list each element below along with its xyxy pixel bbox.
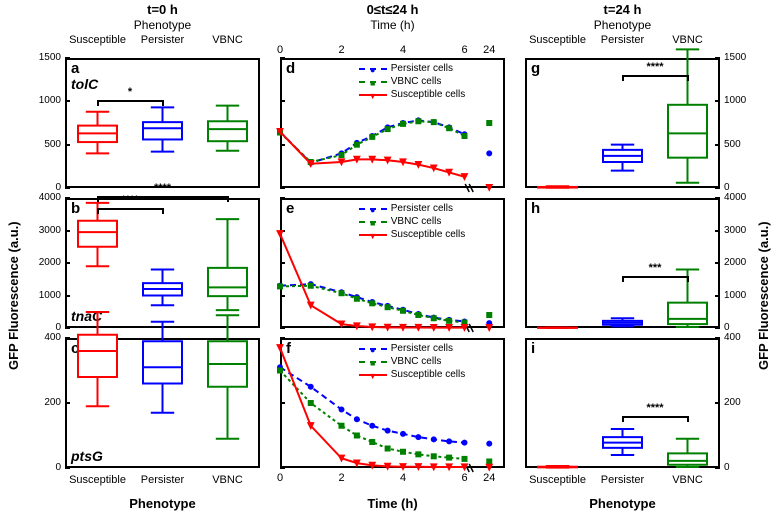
- col-header-left-sub: Phenotype: [65, 18, 260, 32]
- ytick-label: 500: [44, 139, 61, 150]
- panel-svg: [525, 198, 720, 328]
- ytick-label: 1500: [39, 52, 61, 63]
- time-xtick: 2: [338, 472, 344, 484]
- ytick-label: 0: [55, 462, 61, 473]
- ytick-label: 400: [44, 332, 61, 343]
- figure-root: t=0 h Phenotype 0≤t≤24 h Time (h) t=24 h…: [0, 0, 778, 520]
- time-xtick: 0: [277, 44, 283, 56]
- legend: ●Persister cells■VBNC cells▼Susceptible …: [359, 202, 465, 241]
- gene-label: tolC: [71, 76, 98, 92]
- ytick-label: 500: [724, 139, 741, 150]
- col-header-right-time: t=24 h: [525, 2, 720, 17]
- legend-label: Susceptible cells: [391, 369, 465, 380]
- phenotype-header-label: VBNC: [212, 34, 243, 46]
- ytick-label: 400: [724, 332, 741, 343]
- legend-label: Persister cells: [391, 343, 453, 354]
- ytick-label: 4000: [724, 192, 746, 203]
- legend-label: VBNC cells: [391, 216, 442, 227]
- legend-label: VBNC cells: [391, 356, 442, 367]
- xlabel-right: Phenotype: [525, 496, 720, 511]
- phenotype-xtick: Persister: [601, 474, 644, 486]
- ytick-label: 4000: [39, 192, 61, 203]
- gene-label: ptsG: [71, 448, 103, 464]
- phenotype-xtick: VBNC: [672, 474, 703, 486]
- legend-label: VBNC cells: [391, 76, 442, 87]
- ytick-label: 0: [724, 462, 730, 473]
- time-xtick: 0: [277, 472, 283, 484]
- ylabel-left: GFP Fluorescence (a.u.): [6, 150, 21, 370]
- col-header-right-sub: Phenotype: [525, 18, 720, 32]
- ytick-label: 1000: [724, 95, 746, 106]
- phenotype-header-label: Susceptible: [69, 34, 126, 46]
- legend-label: Susceptible cells: [391, 89, 465, 100]
- legend: ●Persister cells■VBNC cells▼Susceptible …: [359, 342, 465, 381]
- legend-label: Susceptible cells: [391, 229, 465, 240]
- xlabel-mid: Time (h): [280, 496, 505, 511]
- ytick-label: 1000: [724, 290, 746, 301]
- xlabel-left: Phenotype: [65, 496, 260, 511]
- legend: ●Persister cells■VBNC cells▼Susceptible …: [359, 62, 465, 101]
- phenotype-header-label: Persister: [601, 34, 644, 46]
- panel-svg: [525, 338, 720, 468]
- time-xtick: 4: [400, 44, 406, 56]
- phenotype-xtick: Persister: [141, 474, 184, 486]
- phenotype-xtick: Susceptible: [69, 474, 126, 486]
- time-xtick: 24: [483, 472, 495, 484]
- phenotype-header-label: Persister: [141, 34, 184, 46]
- phenotype-xtick: Susceptible: [529, 474, 586, 486]
- time-xtick: 4: [400, 472, 406, 484]
- ytick-label: 1500: [724, 52, 746, 63]
- ytick-label: 200: [724, 397, 741, 408]
- ytick-label: 2000: [724, 257, 746, 268]
- ytick-label: 2000: [39, 257, 61, 268]
- legend-label: Persister cells: [391, 63, 453, 74]
- col-header-mid-sub: Time (h): [280, 18, 505, 32]
- significance-label: ****: [148, 182, 178, 194]
- ytick-label: 200: [44, 397, 61, 408]
- significance-label: ****: [640, 61, 670, 73]
- phenotype-header-label: Susceptible: [529, 34, 586, 46]
- significance-label: ****: [640, 402, 670, 414]
- time-xtick: 2: [338, 44, 344, 56]
- ytick-label: 3000: [39, 225, 61, 236]
- col-header-mid-time: 0≤t≤24 h: [280, 2, 505, 17]
- time-xtick: 6: [461, 44, 467, 56]
- significance-label: *: [115, 86, 145, 98]
- ytick-label: 1000: [39, 95, 61, 106]
- ylabel-right: GFP Fluorescence (a.u.): [756, 150, 771, 370]
- time-xtick: 24: [483, 44, 495, 56]
- legend-label: Persister cells: [391, 203, 453, 214]
- significance-label: ***: [640, 262, 670, 274]
- phenotype-xtick: VBNC: [212, 474, 243, 486]
- col-header-left-time: t=0 h: [65, 2, 260, 17]
- ytick-label: 3000: [724, 225, 746, 236]
- phenotype-header-label: VBNC: [672, 34, 703, 46]
- time-xtick: 6: [461, 472, 467, 484]
- ytick-label: 1000: [39, 290, 61, 301]
